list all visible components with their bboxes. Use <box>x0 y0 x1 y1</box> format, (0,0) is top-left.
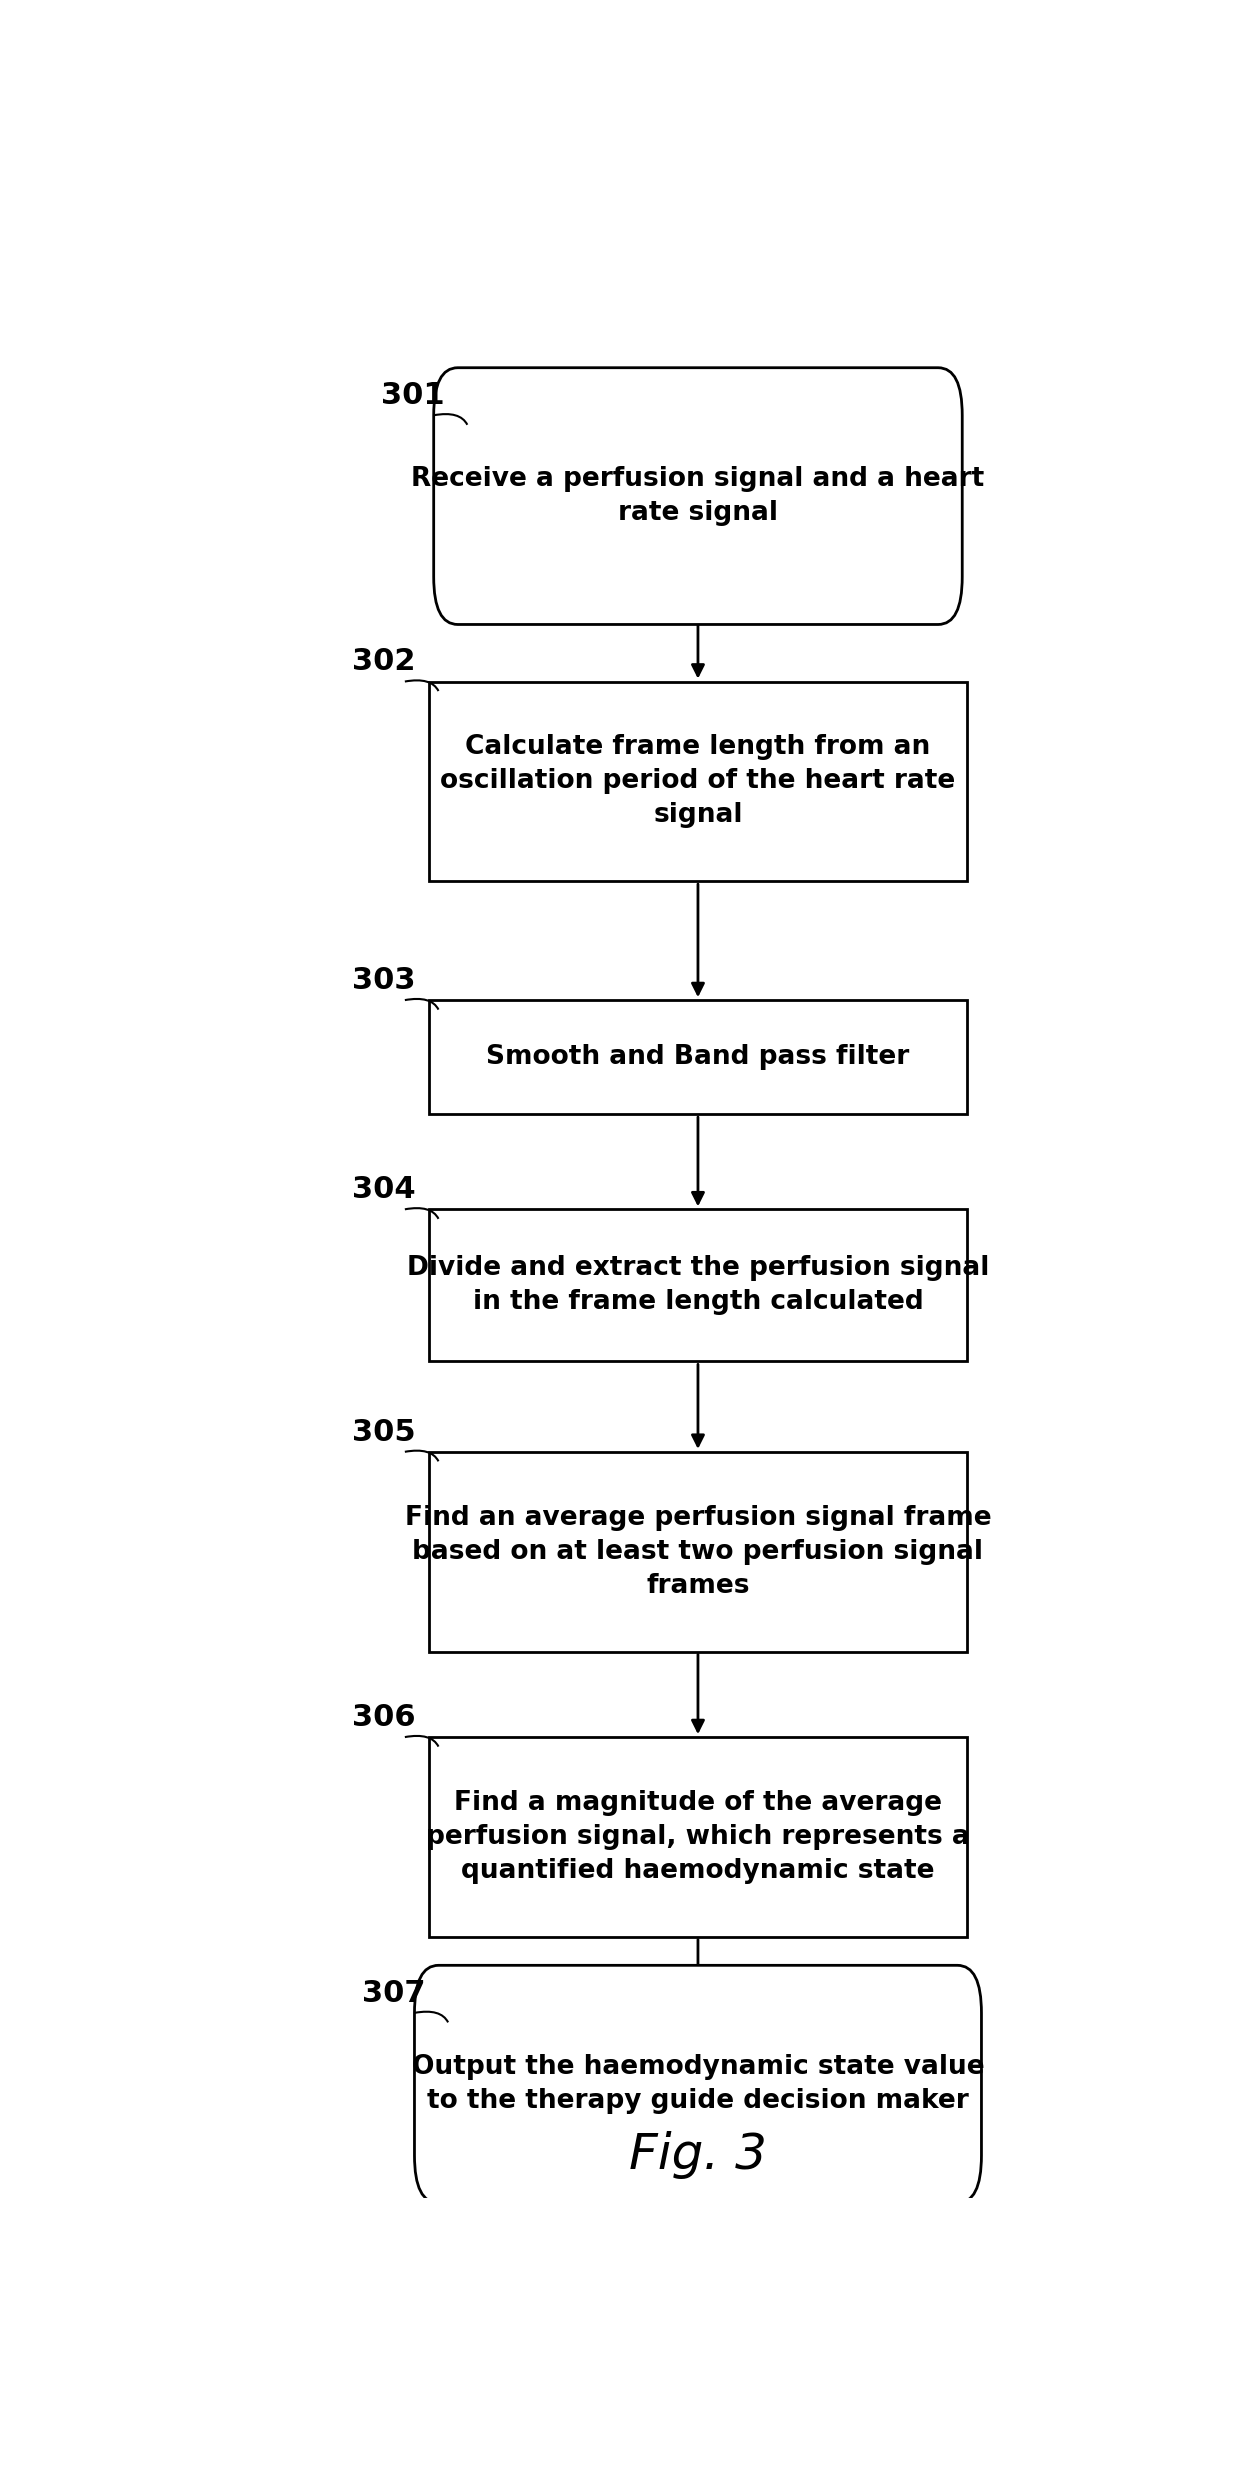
FancyBboxPatch shape <box>429 682 967 882</box>
Text: Divide and extract the perfusion signal
in the frame length calculated: Divide and extract the perfusion signal … <box>407 1255 990 1317</box>
Text: Fig. 3: Fig. 3 <box>629 2132 768 2179</box>
Text: 304: 304 <box>352 1176 415 1203</box>
FancyBboxPatch shape <box>429 1000 967 1114</box>
Text: Receive a perfusion signal and a heart
rate signal: Receive a perfusion signal and a heart r… <box>412 467 985 526</box>
Text: 307: 307 <box>362 1978 425 2008</box>
FancyBboxPatch shape <box>414 1966 982 2203</box>
FancyBboxPatch shape <box>429 1210 967 1361</box>
Text: Find an average perfusion signal frame
based on at least two perfusion signal
fr: Find an average perfusion signal frame b… <box>404 1504 991 1598</box>
Text: 302: 302 <box>352 647 415 677</box>
Text: Find a magnitude of the average
perfusion signal, which represents a
quantified : Find a magnitude of the average perfusio… <box>427 1791 970 1885</box>
Text: 301: 301 <box>381 380 444 410</box>
FancyBboxPatch shape <box>429 1736 967 1936</box>
Text: 306: 306 <box>352 1702 415 1731</box>
Text: 303: 303 <box>352 966 415 995</box>
Text: 305: 305 <box>352 1418 415 1447</box>
FancyBboxPatch shape <box>434 368 962 625</box>
Text: Smooth and Band pass filter: Smooth and Band pass filter <box>486 1045 910 1070</box>
Text: Calculate frame length from an
oscillation period of the heart rate
signal: Calculate frame length from an oscillati… <box>440 734 956 827</box>
FancyBboxPatch shape <box>429 1452 967 1652</box>
Text: Output the haemodynamic state value
to the therapy guide decision maker: Output the haemodynamic state value to t… <box>412 2055 985 2114</box>
